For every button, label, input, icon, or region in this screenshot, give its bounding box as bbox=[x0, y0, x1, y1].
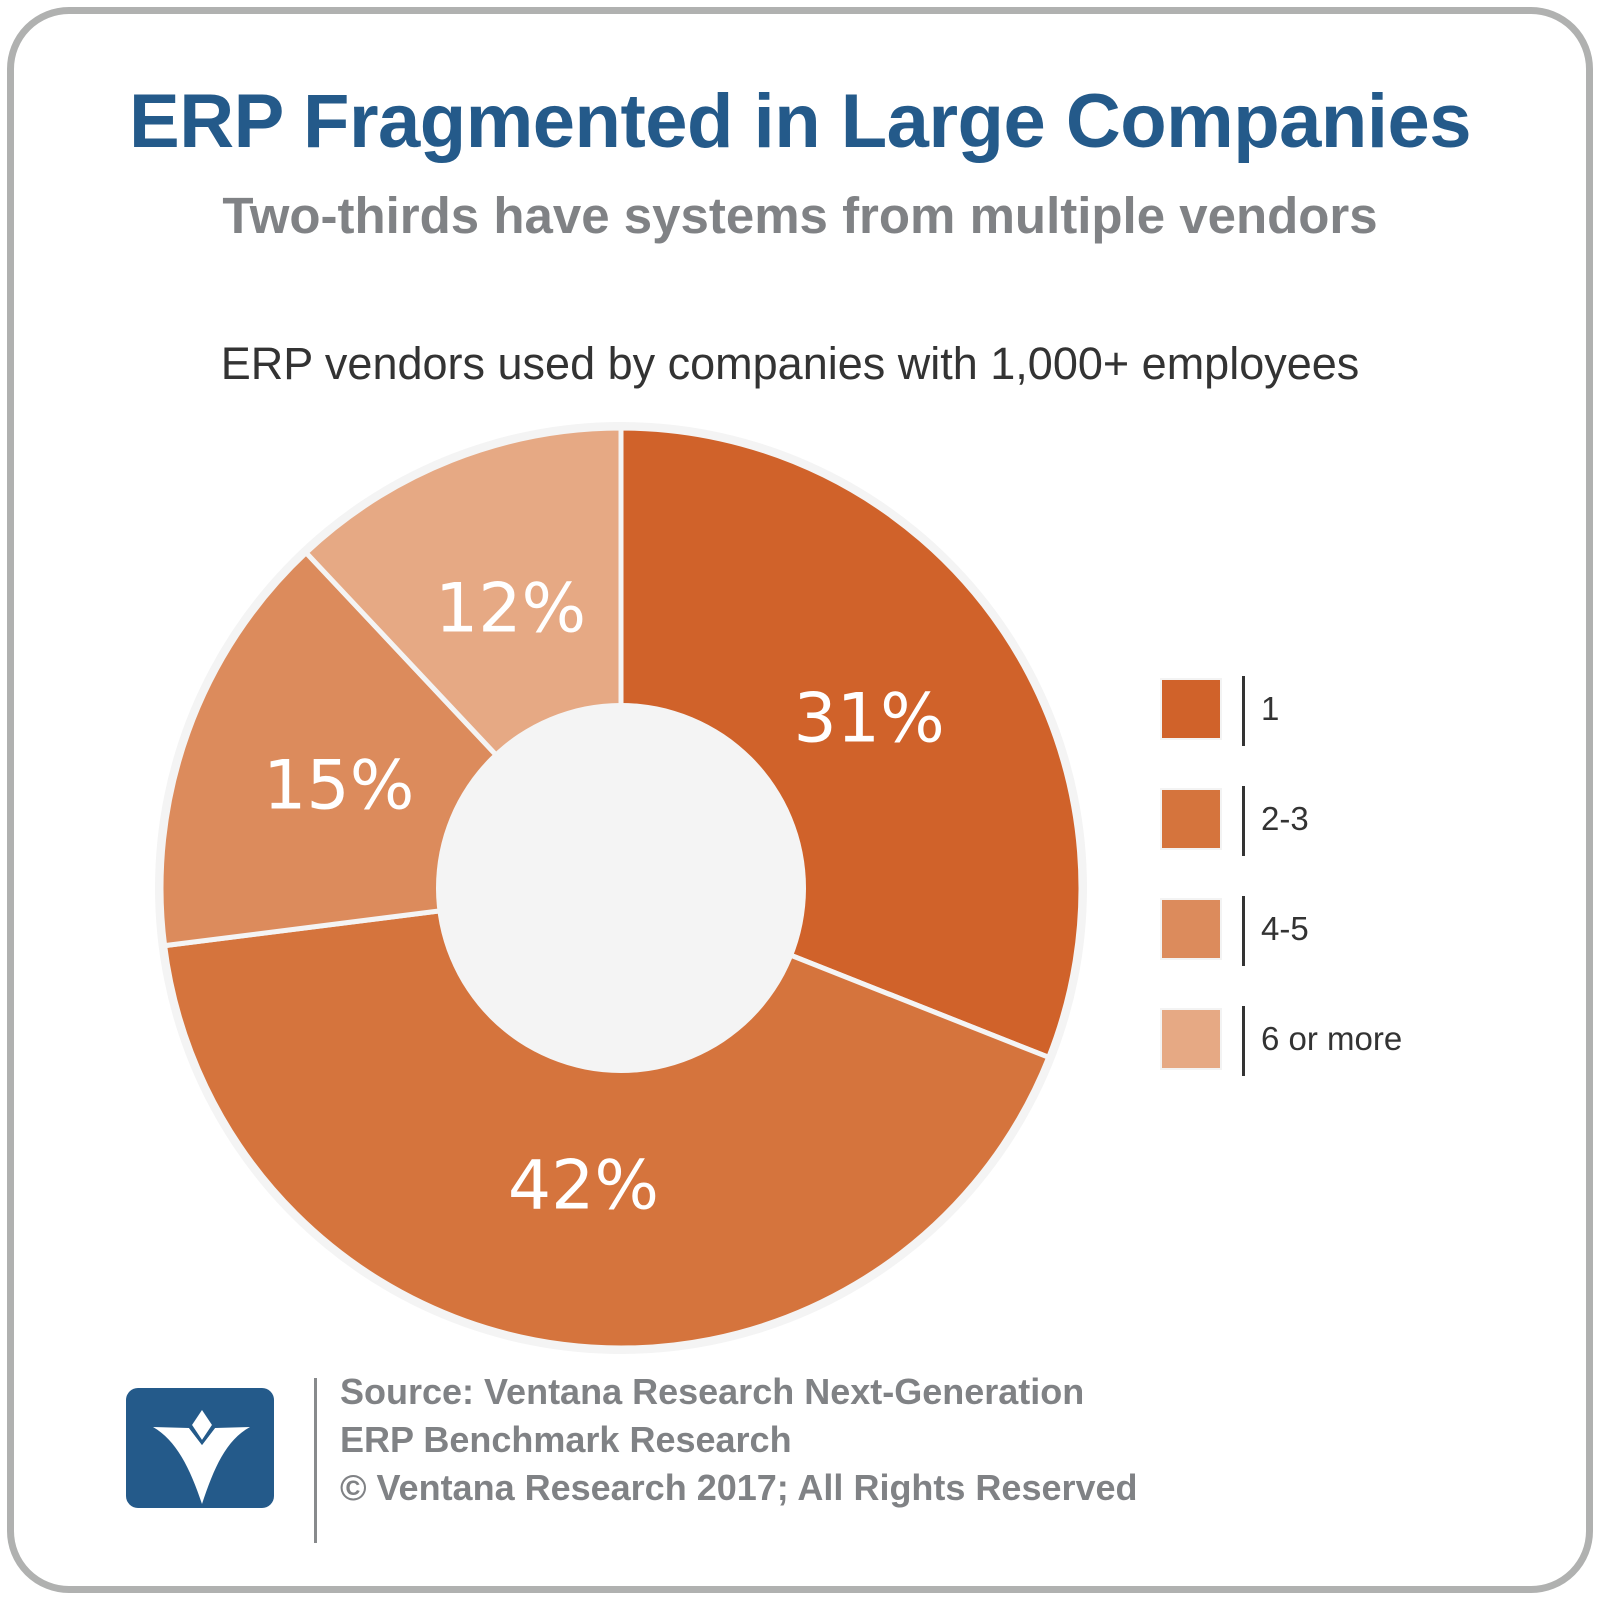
footer-divider bbox=[314, 1378, 317, 1543]
legend-item-6-or-more: 6 or more bbox=[1160, 1006, 1403, 1118]
legend-divider bbox=[1242, 676, 1245, 746]
chart-heading: ERP vendors used by companies with 1,000… bbox=[220, 338, 1360, 389]
legend-divider bbox=[1242, 896, 1245, 966]
slice-label-6-or-more: 12% bbox=[434, 569, 587, 649]
legend-swatch bbox=[1160, 788, 1222, 850]
page-title: ERP Fragmented in Large Companies bbox=[129, 79, 1471, 164]
legend-divider bbox=[1242, 786, 1245, 856]
slice-label-2-3: 42% bbox=[507, 1146, 659, 1226]
legend-label: 4-5 bbox=[1261, 910, 1309, 947]
legend-swatch bbox=[1160, 898, 1222, 960]
footer-copyright: © Ventana Research 2017; All Rights Rese… bbox=[340, 1467, 1138, 1508]
legend-label: 2-3 bbox=[1261, 800, 1309, 837]
slice-label-4-5: 15% bbox=[263, 746, 415, 826]
footer-source-line-1: Source: Ventana Research Next-Generation bbox=[340, 1371, 1085, 1412]
footer-source-line-2: ERP Benchmark Research bbox=[340, 1419, 792, 1460]
slice-label-1: 31% bbox=[793, 679, 945, 759]
ventana-logo bbox=[126, 1388, 274, 1508]
donut-slice-2-3 bbox=[161, 885, 1052, 1351]
legend-item-2-3: 2-3 bbox=[1160, 786, 1402, 898]
legend-item-4-5: 4-5 bbox=[1160, 896, 1402, 1008]
legend-item-1: 1 bbox=[1160, 676, 1402, 788]
legend-divider bbox=[1242, 1006, 1245, 1076]
legend-swatch bbox=[1160, 1008, 1222, 1070]
chart-legend: 1 2-3 4-5 6 or more bbox=[1160, 676, 1403, 1118]
legend-swatch bbox=[1160, 678, 1222, 740]
legend-label: 1 bbox=[1261, 690, 1280, 727]
ventana-v-logo-icon bbox=[153, 1410, 250, 1504]
page-subtitle: Two-thirds have systems from multiple ve… bbox=[222, 187, 1378, 244]
legend-label: 6 or more bbox=[1261, 1020, 1403, 1057]
footer-source: Source: Ventana Research Next-Generation… bbox=[340, 1368, 1138, 1512]
donut-center bbox=[436, 703, 806, 1073]
